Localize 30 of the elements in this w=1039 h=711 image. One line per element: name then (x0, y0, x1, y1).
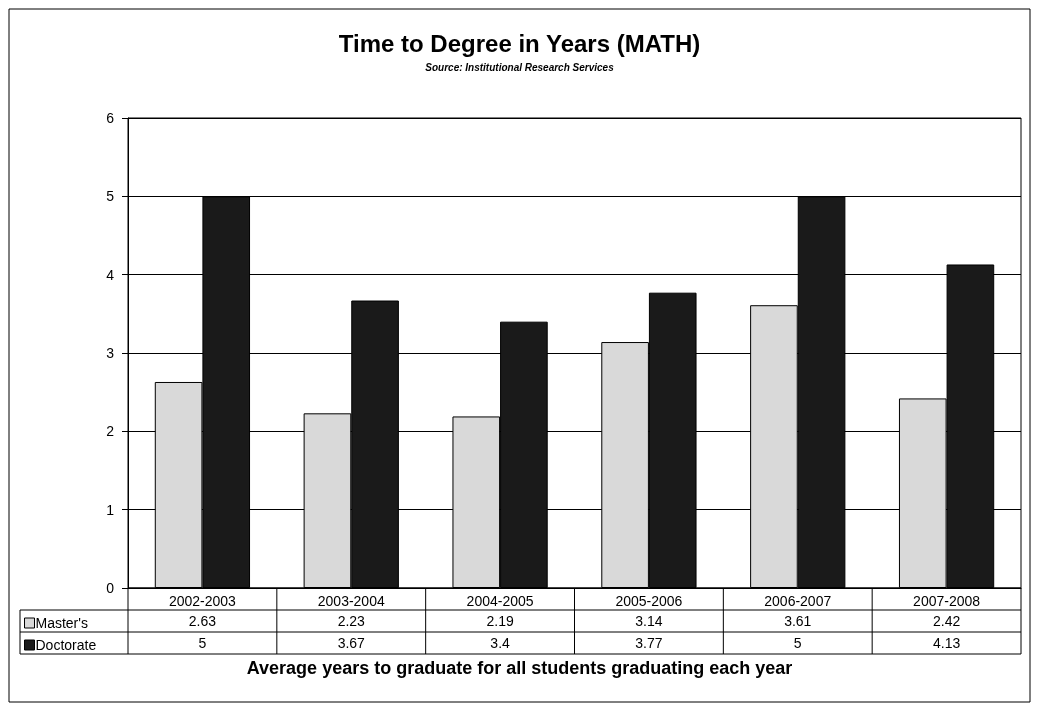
data-label: 3.61 (784, 613, 812, 629)
data-label: 3.67 (337, 635, 366, 651)
legend-label: Doctorate (35, 637, 97, 653)
chart-title: Time to Degree in Years (MATH) (338, 29, 701, 57)
y-tick-label: 1 (106, 501, 115, 518)
data-label: 2.63 (188, 613, 217, 629)
y-tick-label: 5 (106, 188, 115, 205)
data-label: 2.19 (486, 613, 514, 629)
x-tick-label: 2005-2006 (615, 593, 683, 609)
data-label: 3.4 (490, 635, 511, 651)
x-axis-title: Average years to graduate for all students graduating each year (246, 658, 793, 678)
x-tick-label: 2006-2007 (764, 593, 832, 609)
y-tick-label: 6 (106, 110, 115, 126)
y-tick-label: 0 (106, 580, 115, 596)
y-tick-label: 4 (106, 266, 115, 283)
legend-label: Master's (35, 615, 88, 631)
x-tick-label: 2003-2004 (317, 593, 385, 609)
y-tick-label: 2 (106, 423, 115, 440)
x-tick-label: 2004-2005 (466, 593, 534, 609)
data-label: 3.77 (635, 635, 663, 651)
data-label: 4.13 (932, 635, 961, 651)
x-tick-label: 2002-2003 (168, 593, 237, 609)
data-label: 5 (198, 635, 207, 651)
x-tick-label: 2007-2008 (913, 593, 981, 609)
source-note: Source: Institutional Research Services (425, 61, 615, 73)
data-label: 2.42 (932, 613, 961, 629)
data-label: 3.14 (635, 613, 663, 629)
data-label: 5 (793, 635, 802, 651)
data-label: 2.23 (337, 613, 366, 629)
y-tick-label: 3 (106, 345, 115, 361)
